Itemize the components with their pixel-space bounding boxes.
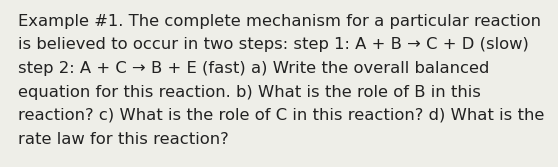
Text: rate law for this reaction?: rate law for this reaction? <box>18 131 229 146</box>
Text: step 2: A + C → B + E (fast) a) Write the overall balanced: step 2: A + C → B + E (fast) a) Write th… <box>18 61 489 76</box>
Text: reaction? c) What is the role of C in this reaction? d) What is the: reaction? c) What is the role of C in th… <box>18 108 545 123</box>
Text: is believed to occur in two steps: step 1: A + B → C + D (slow): is believed to occur in two steps: step … <box>18 38 529 52</box>
Text: Example #1. The complete mechanism for a particular reaction: Example #1. The complete mechanism for a… <box>18 14 541 29</box>
Text: equation for this reaction. b) What is the role of B in this: equation for this reaction. b) What is t… <box>18 85 481 100</box>
